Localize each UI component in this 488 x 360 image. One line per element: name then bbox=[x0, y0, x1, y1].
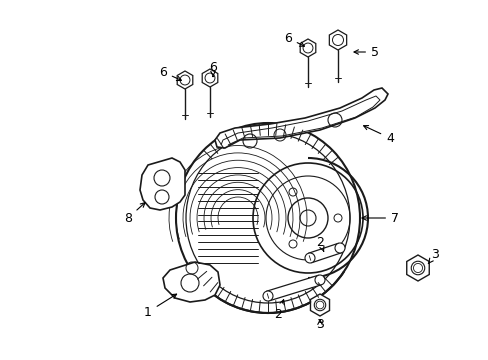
Text: 4: 4 bbox=[363, 126, 393, 144]
Text: 1: 1 bbox=[144, 294, 176, 319]
Polygon shape bbox=[328, 30, 346, 50]
Circle shape bbox=[314, 275, 325, 285]
Circle shape bbox=[334, 243, 345, 253]
Text: 8: 8 bbox=[124, 203, 145, 225]
Polygon shape bbox=[163, 262, 220, 302]
Polygon shape bbox=[300, 39, 315, 57]
Text: 5: 5 bbox=[353, 45, 378, 59]
Text: 2: 2 bbox=[273, 300, 284, 321]
Text: 3: 3 bbox=[427, 248, 438, 264]
Text: 6: 6 bbox=[209, 60, 217, 76]
Polygon shape bbox=[177, 71, 192, 89]
Polygon shape bbox=[406, 255, 428, 281]
Polygon shape bbox=[202, 69, 217, 87]
Text: 2: 2 bbox=[315, 235, 323, 251]
Polygon shape bbox=[266, 275, 321, 301]
Polygon shape bbox=[308, 243, 341, 263]
Polygon shape bbox=[310, 294, 329, 316]
Circle shape bbox=[305, 253, 314, 263]
Text: 3: 3 bbox=[315, 319, 323, 332]
Text: 6: 6 bbox=[159, 66, 181, 81]
Text: 7: 7 bbox=[361, 212, 398, 225]
Circle shape bbox=[263, 291, 272, 301]
Polygon shape bbox=[215, 88, 387, 148]
Text: 6: 6 bbox=[284, 32, 304, 46]
Polygon shape bbox=[140, 158, 184, 210]
